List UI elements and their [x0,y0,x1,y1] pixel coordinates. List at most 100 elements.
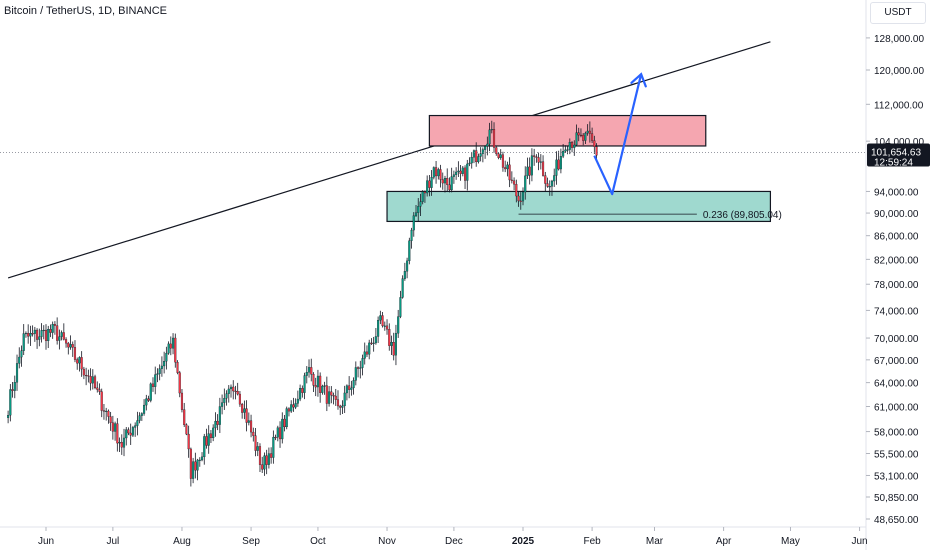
candle-body [566,149,569,151]
candle-body [381,315,384,327]
candle-body [392,342,395,356]
candle-body [167,343,170,354]
candle-body [539,161,542,163]
candle-body [236,391,239,395]
price-tick-label: 82,000.00 [874,255,919,266]
candle-body [216,420,219,425]
candle-body [218,406,221,425]
candle-body [450,176,453,191]
candle-body [414,212,418,216]
candle-body [303,375,306,393]
candle-body [71,344,74,348]
price-tick-label: 53,100.00 [874,471,919,482]
candle-body [200,456,204,461]
candle-body [44,329,48,341]
candle-body [278,427,282,440]
candle-body [258,446,262,465]
candle-body [526,166,529,177]
time-tick-label: Aug [173,536,191,547]
candle-body [379,315,382,321]
candle-body [252,431,255,436]
candle-body [446,178,449,185]
candle-body [69,344,72,348]
candle-body [183,409,186,425]
time-tick-label: May [781,536,800,547]
candle-body [256,446,259,451]
time-tick-label: Feb [583,536,601,547]
candle-body [557,159,560,170]
price-tick-label: 94,000.00 [874,187,919,198]
candle-body [232,386,235,392]
candle-body [323,385,326,387]
candle-body [169,343,172,349]
candle-body [435,167,438,177]
candle-body [290,404,293,412]
candle-body [339,405,342,408]
candle-body [490,129,493,131]
candle-body [506,164,509,170]
countdown-label: 12:59:24 [874,158,913,169]
candle-body [143,404,146,414]
candle-body [292,404,295,408]
candle-body [198,459,201,461]
candle-body [488,129,491,145]
candle-body [334,395,337,400]
price-tick-label: 112,000.00 [874,100,924,111]
currency-selector[interactable]: USDT [870,2,926,24]
price-tick-label: 128,000.00 [874,34,924,45]
candle-body [207,433,210,446]
candle-body [36,329,39,340]
candle-body [127,429,130,434]
candle-body [185,424,188,435]
candle-body [553,175,556,182]
candle-body [332,395,335,397]
candle-body [307,367,311,373]
candle-body [328,391,331,404]
candle-body [109,416,112,423]
candle-body [209,433,212,439]
candle-body [234,390,237,392]
candle-body [530,155,533,176]
price-tick-label: 48,650.00 [874,515,919,526]
candle-body [18,356,21,364]
candle-body [27,332,30,337]
candle-body [430,177,433,188]
candle-body [274,436,277,439]
candle-body [412,215,415,231]
candle-body [163,361,166,367]
candle-body [131,427,134,436]
candle-body [24,332,27,335]
candle-body [107,410,110,417]
candle-body [287,408,291,412]
price-tick-label: 55,500.00 [874,449,919,460]
candle-body [359,367,362,369]
candle-body [178,372,181,394]
candle-body [401,278,404,298]
candle-body [212,427,215,439]
candle-body [156,373,159,375]
price-tick-label: 67,000.00 [874,356,919,367]
price-axis-panel [866,0,932,550]
candle-body [544,175,547,184]
time-tick-label: Jul [106,536,119,547]
candle-body [261,464,264,470]
candle-body [40,330,43,337]
candle-body [336,399,340,407]
support-zone [386,190,772,223]
candle-body [515,184,518,197]
candle-body [361,358,364,368]
candle-body [285,408,288,428]
candle-body [98,389,101,392]
candle-body [423,191,426,194]
candle-body [7,415,10,418]
candle-body [348,385,351,390]
price-tick-label: 58,000.00 [874,428,919,439]
candle-body [513,180,516,185]
candle-body [31,333,34,335]
ticker-title: Bitcoin / TetherUS, 1D, BINANCE [4,5,168,17]
candle-body [363,351,366,359]
candle-body [419,201,422,207]
candle-body [67,342,70,348]
